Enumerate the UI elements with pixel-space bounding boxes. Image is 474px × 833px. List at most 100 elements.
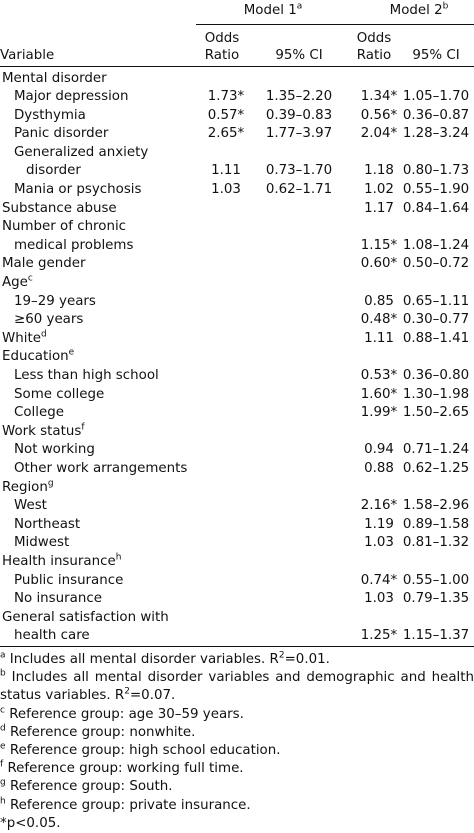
footnote: *p<0.05. xyxy=(0,815,474,833)
footnote: d Reference group: nonwhite. xyxy=(0,724,474,742)
row-label: Panic disorder xyxy=(0,125,196,144)
row-label: Regiong xyxy=(0,479,196,498)
row-label: Other work arrangements xyxy=(0,460,196,479)
confidence-interval xyxy=(248,255,350,274)
confidence-interval: 0.65–1.11 xyxy=(402,293,470,309)
odds-ratio: 0.74* xyxy=(360,572,398,588)
label-line: Work statusf xyxy=(2,422,85,439)
label-line: ≥60 years xyxy=(14,312,84,328)
confidence-interval: 1.58–2.96 xyxy=(402,498,470,514)
confidence-interval xyxy=(248,218,350,255)
table-row: Other work arrangements 0.88 0.62–1.25 xyxy=(0,460,474,479)
label-line: health care xyxy=(14,628,90,644)
row-label: Major depression xyxy=(0,88,196,107)
row-label: Mental disorder xyxy=(0,66,196,88)
confidence-interval xyxy=(248,572,350,591)
label-line: Other work arrangements xyxy=(14,460,188,476)
confidence-interval xyxy=(248,386,350,405)
row-label: Whited xyxy=(0,330,196,349)
confidence-interval xyxy=(248,348,350,367)
odds-ratio xyxy=(196,218,248,255)
odds-ratio xyxy=(196,572,248,591)
confidence-interval: 0.79–1.35 xyxy=(402,591,470,607)
label-line: Panic disorder xyxy=(14,126,109,142)
label-line: Mania or psychosis xyxy=(14,182,142,198)
footnote: c Reference group: age 30–59 years. xyxy=(0,706,474,724)
odds-ratio: 0.60* xyxy=(360,256,398,272)
table-row: West 2.16* 1.58–2.96 xyxy=(0,497,474,516)
label-line: Northeast xyxy=(14,516,81,532)
label-line: Midwest xyxy=(14,535,70,551)
footnote-ref: f xyxy=(81,422,85,433)
footnote-text: Reference group: age 30–59 years. xyxy=(9,706,244,722)
odds-ratio xyxy=(196,497,248,516)
odds-ratio xyxy=(350,66,398,88)
model2-header: Model 2b xyxy=(350,0,474,25)
odds-ratio: 2.04* xyxy=(360,126,398,142)
table-row: Some college 1.60* 1.30–1.98 xyxy=(0,386,474,405)
label-line: Dysthymia xyxy=(14,107,86,123)
label-line: 19–29 years xyxy=(14,293,96,309)
row-label: Less than high school xyxy=(0,367,196,386)
odds-ratio xyxy=(350,553,398,572)
confidence-interval: 0.55–1.90 xyxy=(402,182,470,198)
odds-ratio: 1.15* xyxy=(360,237,398,253)
column-header: Variable xyxy=(0,24,196,67)
confidence-interval xyxy=(248,293,350,312)
column-header: Odds Ratio xyxy=(196,24,248,67)
label-line: No insurance xyxy=(14,591,102,607)
footnote-text: Includes all mental disorder variables a… xyxy=(0,670,474,704)
odds-ratio: 0.85 xyxy=(364,293,394,309)
confidence-interval xyxy=(398,66,474,88)
odds-ratio xyxy=(196,441,248,460)
column-header: Odds Ratio xyxy=(350,24,398,67)
confidence-interval: 0.89–1.58 xyxy=(402,516,470,532)
table-row: College 1.99* 1.50–2.65 xyxy=(0,404,474,423)
row-label: Dysthymia xyxy=(0,107,196,126)
footnote-ref: e xyxy=(68,347,75,358)
label-line: Health insuranceh xyxy=(2,552,122,569)
label-line: Public insurance xyxy=(14,572,124,588)
row-label: Agec xyxy=(0,274,196,293)
confidence-interval: 1.08–1.24 xyxy=(402,237,470,253)
table-row: Mania or psychosis 1.03 0.62–1.71 1.02 0.55–… xyxy=(0,181,474,200)
footnotes: a Includes all mental disorder variables… xyxy=(0,647,474,833)
odds-ratio: 1.11 xyxy=(364,330,394,346)
table-row: Whited 1.11 0.88–1.41 xyxy=(0,330,474,349)
odds-ratio xyxy=(196,534,248,553)
label-line: Less than high school xyxy=(14,368,159,383)
model-title: Model 1 xyxy=(243,3,297,18)
confidence-interval: 1.77–3.97 xyxy=(265,126,333,142)
footnote: b Includes all mental disorder variables… xyxy=(0,669,474,705)
column-header: 95% CI xyxy=(248,24,350,67)
label-line: Agec xyxy=(2,273,33,291)
odds-ratio xyxy=(350,423,398,442)
footnote-text: =0.07. xyxy=(129,688,176,704)
odds-ratio: 1.17 xyxy=(364,200,394,216)
row-label: No insurance xyxy=(0,590,196,609)
confidence-interval xyxy=(248,423,350,442)
row-label: Public insurance xyxy=(0,572,196,591)
confidence-interval xyxy=(248,553,350,572)
confidence-interval xyxy=(398,479,474,498)
footnote: a Includes all mental disorder variables… xyxy=(0,651,474,669)
footnote-text: Reference group: private insurance. xyxy=(9,797,251,813)
row-label: College xyxy=(0,404,196,423)
footnote-ref: h xyxy=(115,552,122,563)
odds-ratio xyxy=(196,367,248,386)
odds-ratio: 1.19 xyxy=(364,516,394,532)
table-row: Public insurance 0.74* 0.55–1.00 xyxy=(0,572,474,591)
confidence-interval: 0.55–1.00 xyxy=(402,572,470,588)
odds-ratio: 1.34* xyxy=(360,89,398,105)
row-label: Number of chronic medical problems xyxy=(0,218,196,255)
confidence-interval: 0.80–1.73 xyxy=(402,163,470,179)
label-line: College xyxy=(14,405,64,421)
table-row: Panic disorder 2.65* 1.77–3.97 2.04* 1.28–3.… xyxy=(0,125,474,144)
confidence-interval xyxy=(248,590,350,609)
confidence-interval: 0.62–1.71 xyxy=(265,182,333,198)
odds-ratio xyxy=(196,200,248,219)
model1-header: Model 1a xyxy=(196,0,350,25)
odds-ratio: 1.03 xyxy=(211,182,241,198)
odds-ratio xyxy=(196,423,248,442)
footnote-mark: c xyxy=(0,705,5,716)
